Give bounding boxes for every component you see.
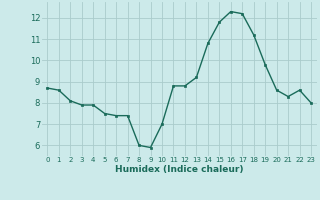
X-axis label: Humidex (Indice chaleur): Humidex (Indice chaleur) <box>115 165 244 174</box>
